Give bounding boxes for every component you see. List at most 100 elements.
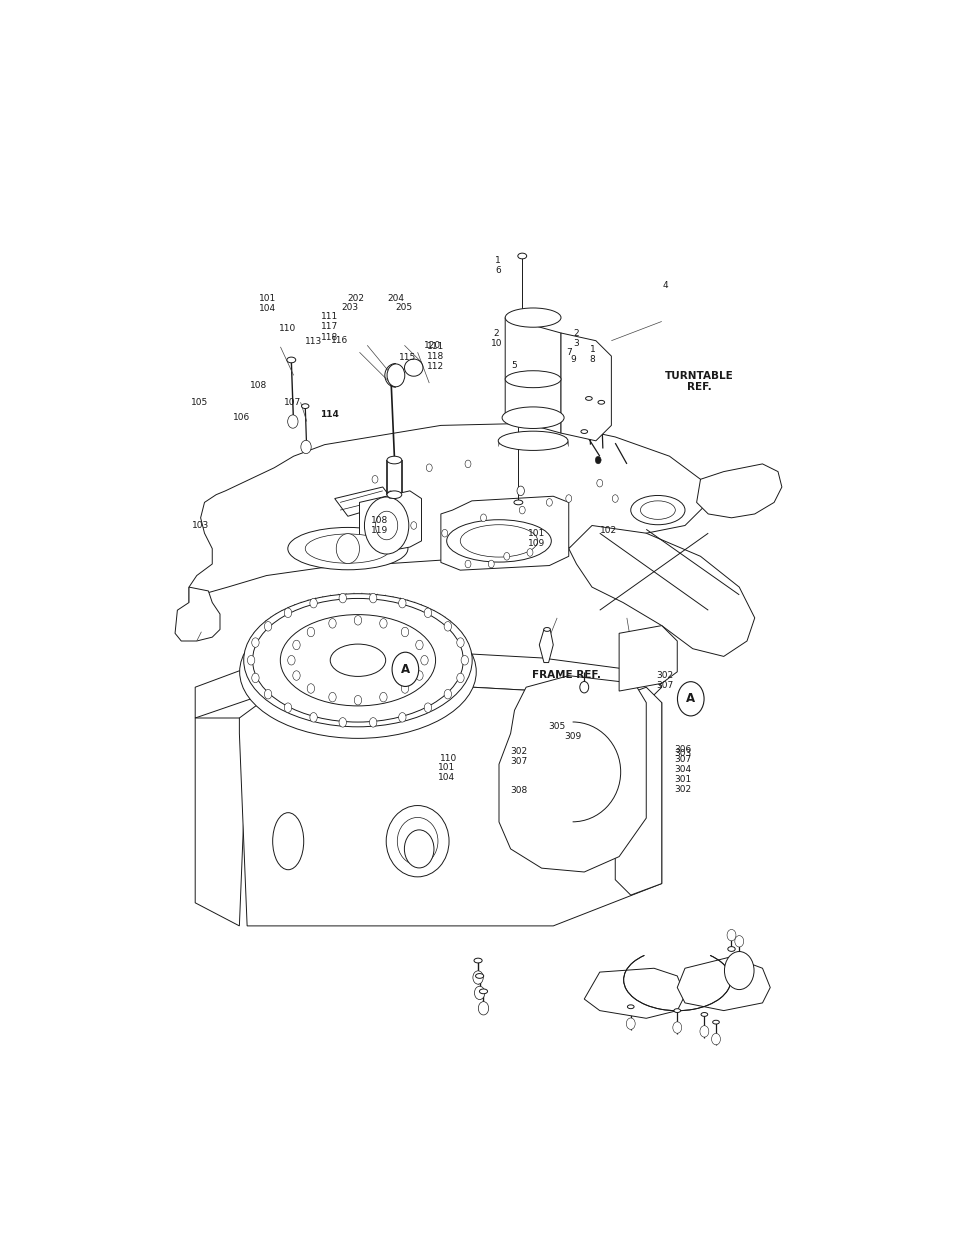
Ellipse shape — [387, 490, 401, 499]
Text: 105: 105 — [191, 398, 208, 406]
Text: 116: 116 — [331, 336, 348, 345]
Text: 107: 107 — [284, 398, 301, 406]
Polygon shape — [498, 676, 645, 872]
Ellipse shape — [459, 525, 537, 557]
Polygon shape — [696, 464, 781, 517]
Text: 309: 309 — [564, 732, 581, 741]
Circle shape — [247, 656, 254, 664]
Circle shape — [456, 673, 464, 683]
Circle shape — [252, 673, 259, 683]
Ellipse shape — [475, 973, 483, 978]
Ellipse shape — [301, 404, 309, 409]
Polygon shape — [560, 333, 611, 441]
Text: 113: 113 — [305, 337, 322, 346]
Circle shape — [460, 656, 468, 664]
Ellipse shape — [386, 805, 449, 877]
Circle shape — [726, 930, 735, 941]
Circle shape — [335, 534, 359, 563]
Polygon shape — [505, 317, 560, 433]
Text: 203: 203 — [341, 303, 358, 311]
Circle shape — [293, 640, 300, 650]
Text: 1
8: 1 8 — [589, 345, 595, 364]
Circle shape — [329, 619, 335, 629]
Text: 101
104: 101 104 — [437, 763, 455, 783]
Text: 4: 4 — [662, 280, 668, 290]
Circle shape — [480, 514, 486, 521]
Ellipse shape — [446, 520, 551, 562]
Ellipse shape — [517, 253, 526, 259]
Circle shape — [307, 684, 314, 693]
Text: 120: 120 — [424, 342, 441, 351]
Circle shape — [517, 487, 524, 495]
Text: 2
10: 2 10 — [490, 329, 501, 348]
Polygon shape — [583, 968, 684, 1019]
Circle shape — [626, 1018, 635, 1030]
Ellipse shape — [514, 500, 522, 505]
Ellipse shape — [580, 430, 587, 433]
Circle shape — [488, 561, 494, 568]
Ellipse shape — [239, 605, 476, 739]
Ellipse shape — [497, 431, 567, 451]
Ellipse shape — [598, 400, 604, 404]
Circle shape — [711, 1034, 720, 1045]
Circle shape — [338, 593, 346, 603]
Circle shape — [364, 496, 409, 555]
Text: 303: 303 — [674, 748, 691, 757]
Ellipse shape — [673, 1009, 679, 1013]
Circle shape — [379, 619, 387, 629]
Circle shape — [420, 656, 428, 664]
Text: 108: 108 — [250, 382, 267, 390]
Circle shape — [404, 830, 434, 868]
Text: 5: 5 — [511, 362, 517, 370]
Circle shape — [424, 608, 431, 618]
Text: 305: 305 — [548, 722, 565, 731]
Circle shape — [426, 464, 432, 472]
Text: 302
307: 302 307 — [656, 671, 673, 690]
Ellipse shape — [712, 1020, 719, 1024]
Text: 302
307: 302 307 — [509, 747, 527, 767]
Text: 205: 205 — [395, 303, 412, 311]
Text: 103: 103 — [192, 521, 209, 530]
Circle shape — [338, 718, 346, 727]
Polygon shape — [440, 496, 568, 571]
Circle shape — [416, 671, 423, 680]
Ellipse shape — [700, 1013, 707, 1016]
Ellipse shape — [474, 958, 481, 963]
Circle shape — [369, 593, 376, 603]
Polygon shape — [195, 718, 247, 926]
Ellipse shape — [243, 594, 472, 727]
Polygon shape — [189, 424, 707, 603]
Circle shape — [672, 1021, 681, 1034]
Text: 101
104: 101 104 — [258, 294, 275, 312]
Text: 111
118
112: 111 118 112 — [427, 342, 444, 370]
Text: FRAME REF.: FRAME REF. — [532, 671, 600, 680]
Ellipse shape — [501, 406, 563, 429]
Text: 1
6: 1 6 — [495, 256, 500, 274]
Circle shape — [677, 682, 703, 716]
Text: 7: 7 — [565, 348, 571, 357]
Ellipse shape — [479, 989, 487, 994]
Polygon shape — [568, 526, 754, 656]
Circle shape — [477, 1002, 488, 1015]
Circle shape — [310, 599, 317, 608]
Circle shape — [612, 495, 618, 503]
Circle shape — [288, 656, 294, 664]
Circle shape — [411, 521, 416, 530]
Circle shape — [372, 475, 377, 483]
Text: 111
117
118: 111 117 118 — [321, 312, 338, 342]
Circle shape — [579, 682, 588, 693]
Polygon shape — [335, 487, 394, 516]
Ellipse shape — [330, 645, 385, 677]
Circle shape — [392, 652, 418, 687]
Circle shape — [387, 490, 393, 499]
Circle shape — [288, 415, 297, 429]
Text: 101
109: 101 109 — [528, 529, 545, 547]
Ellipse shape — [543, 627, 550, 631]
Ellipse shape — [639, 501, 675, 520]
Ellipse shape — [280, 615, 436, 706]
Ellipse shape — [505, 370, 560, 388]
Polygon shape — [538, 630, 553, 662]
Circle shape — [464, 461, 471, 468]
Circle shape — [473, 971, 483, 984]
Circle shape — [354, 695, 361, 705]
